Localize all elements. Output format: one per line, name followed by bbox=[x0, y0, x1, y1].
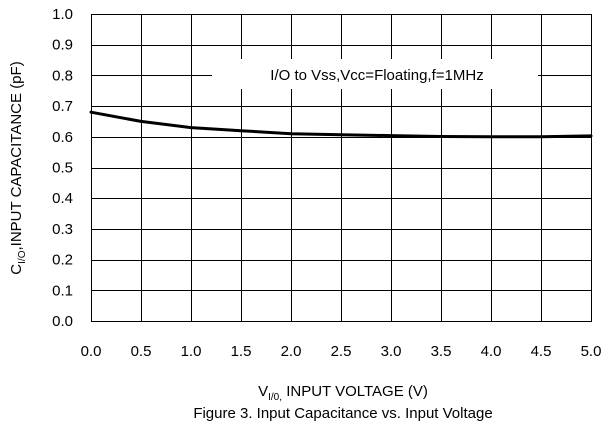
y-tick-label: 0.5 bbox=[52, 160, 73, 177]
y-axis-title-prefix: C bbox=[8, 264, 25, 275]
y-tick-label: 0.6 bbox=[52, 129, 73, 146]
x-tick-label: 1.0 bbox=[181, 343, 202, 360]
x-tick-label: 3.5 bbox=[431, 343, 452, 360]
y-tick-label: 0.1 bbox=[52, 282, 73, 299]
annotation-text: I/O to Vss,Vcc=Floating,f=1MHz bbox=[270, 67, 483, 84]
y-tick-label: 0.8 bbox=[52, 67, 73, 84]
x-tick-label: 2.0 bbox=[281, 343, 302, 360]
x-tick-label: 4.0 bbox=[481, 343, 502, 360]
y-axis-title: CI/O,INPUT CAPACITANCE (pF) bbox=[8, 61, 28, 274]
y-tick-label: 0.7 bbox=[52, 98, 73, 115]
x-axis-title: VI/0, INPUT VOLTAGE (V) bbox=[258, 383, 428, 403]
x-tick-label: 3.0 bbox=[381, 343, 402, 360]
y-axis-title-rest: ,INPUT CAPACITANCE (pF) bbox=[8, 61, 25, 250]
series-layer bbox=[89, 110, 593, 139]
plot-frame bbox=[91, 14, 592, 322]
x-tick-label: 2.5 bbox=[331, 343, 352, 360]
y-tick-labels: 0.0 0.1 0.2 0.3 0.4 0.5 0.6 0.7 0.8 0.9 1.0 bbox=[52, 6, 73, 330]
y-tick-label: 0.3 bbox=[52, 221, 73, 238]
x-tick-label: 1.5 bbox=[231, 343, 252, 360]
y-axis-title-subscript: I/O bbox=[17, 250, 28, 264]
annotation-background bbox=[212, 59, 538, 89]
plot-border bbox=[91, 14, 592, 322]
series-line bbox=[89, 110, 593, 139]
y-tick-label: 0.9 bbox=[52, 37, 73, 54]
x-tick-labels: 0.0 0.5 1.0 1.5 2.0 2.5 3.0 3.5 4.0 4.5 5.0 bbox=[81, 343, 602, 360]
y-tick-label: 0.4 bbox=[52, 190, 73, 207]
x-axis-title-rest: INPUT VOLTAGE (V) bbox=[282, 383, 428, 400]
x-tick-label: 0.0 bbox=[81, 343, 102, 360]
x-axis-title-prefix: V bbox=[258, 383, 268, 400]
figure-caption: Figure 3. Input Capacitance vs. Input Vo… bbox=[193, 405, 492, 422]
y-tick-label: 0.2 bbox=[52, 252, 73, 269]
y-tick-label: 0.0 bbox=[52, 313, 73, 330]
x-tick-label: 4.5 bbox=[531, 343, 552, 360]
annotation-box: I/O to Vss,Vcc=Floating,f=1MHz bbox=[212, 59, 538, 89]
y-tick-label: 1.0 bbox=[52, 6, 73, 23]
x-tick-label: 5.0 bbox=[581, 343, 602, 360]
x-tick-label: 0.5 bbox=[131, 343, 152, 360]
x-axis-title-subscript: I/0, bbox=[268, 392, 282, 403]
